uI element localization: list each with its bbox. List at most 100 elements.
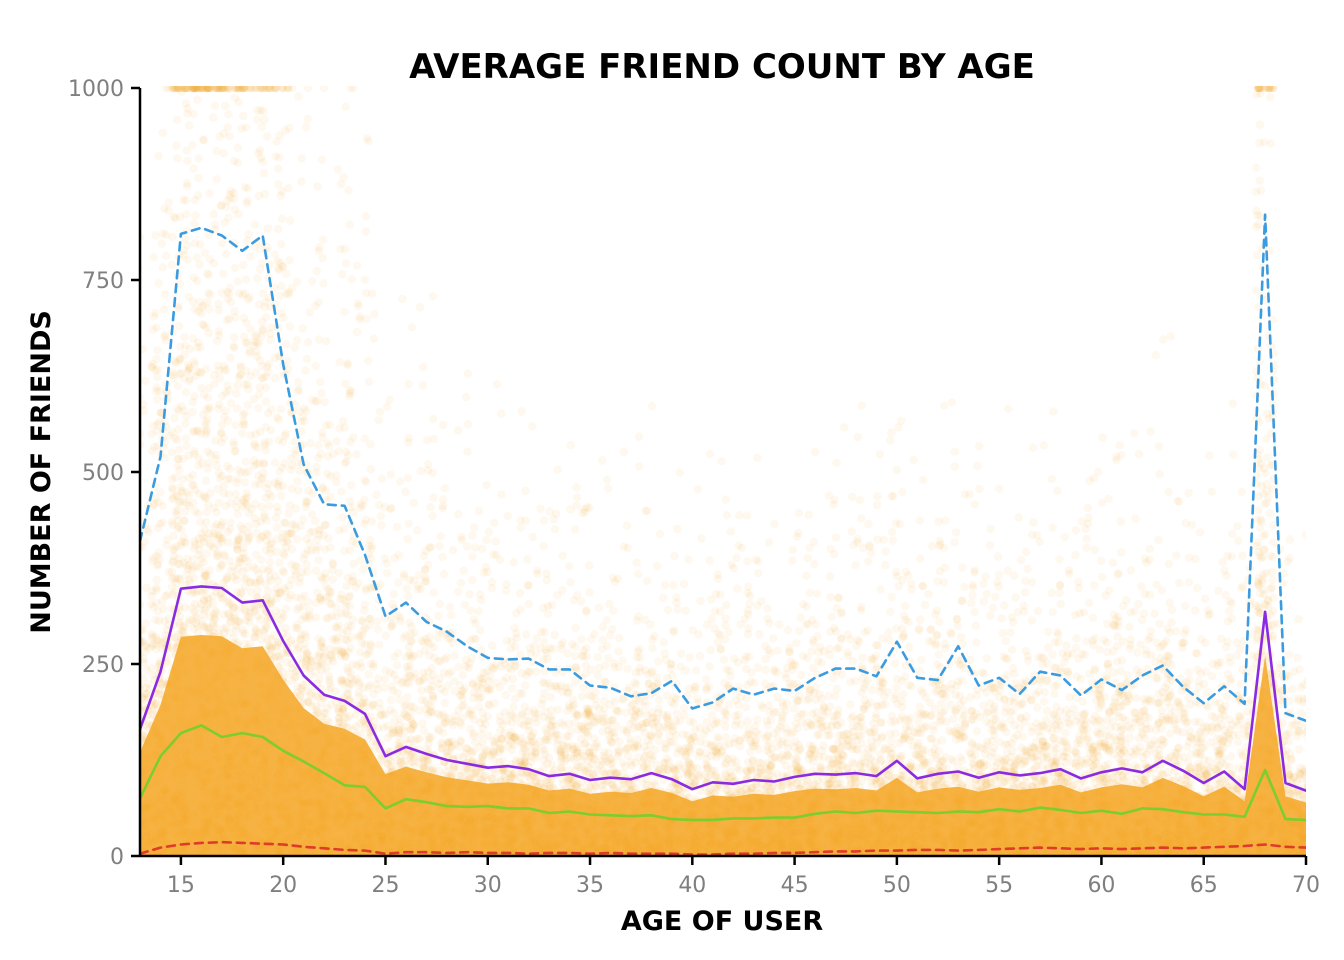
scatter-point	[131, 780, 139, 788]
scatter-point	[188, 470, 197, 480]
scatter-point	[362, 477, 371, 487]
scatter-point	[232, 503, 241, 512]
scatter-point	[156, 488, 165, 497]
scatter-point	[261, 621, 270, 630]
scatter-point	[182, 538, 191, 547]
scatter-point	[234, 373, 244, 382]
scatter-point	[168, 483, 177, 493]
scatter-point	[194, 173, 203, 183]
scatter-point	[164, 568, 174, 577]
scatter-point	[131, 818, 139, 826]
scatter-point	[189, 109, 198, 119]
scatter-point	[254, 404, 263, 413]
scatter-point	[209, 503, 219, 512]
scatter-point	[396, 616, 405, 626]
scatter-point	[297, 154, 306, 163]
scatter-point	[252, 550, 261, 559]
scatter-point	[294, 385, 303, 394]
scatter-point	[193, 343, 202, 352]
scatter-point	[148, 587, 157, 596]
scatter-point	[168, 232, 177, 242]
scatter-point	[303, 697, 312, 706]
scatter-point	[215, 530, 224, 540]
scatter-point	[210, 101, 219, 110]
scatter-point	[204, 288, 213, 298]
scatter-point	[319, 86, 329, 93]
scatter-point	[375, 640, 384, 649]
scatter-point	[162, 541, 171, 550]
scatter-point	[364, 377, 374, 386]
scatter-point	[219, 489, 228, 498]
scatter-point	[326, 543, 335, 552]
scatter-point	[395, 477, 405, 486]
scatter-point	[167, 448, 177, 457]
scatter-point	[349, 433, 358, 442]
scatter-point	[360, 600, 369, 609]
scatter-point	[326, 492, 335, 502]
scatter-point	[364, 356, 373, 365]
scatter-point	[389, 589, 398, 599]
scatter-point	[284, 287, 294, 297]
scatter-point	[221, 101, 230, 111]
scatter-point	[311, 613, 321, 622]
scatter-point	[172, 115, 182, 125]
scatter-point	[149, 602, 158, 612]
scatter-point	[270, 86, 280, 93]
scatter-point	[240, 380, 249, 389]
scatter-point	[271, 152, 280, 161]
scatter-point	[160, 204, 169, 213]
scatter-point	[219, 129, 228, 138]
scatter-point	[152, 575, 161, 585]
scatter-point	[352, 261, 362, 270]
scatter-point	[233, 277, 243, 286]
scatter-point	[373, 625, 383, 634]
scatter-point	[180, 516, 189, 525]
scatter-point	[297, 417, 306, 426]
scatter-point	[230, 343, 239, 353]
scatter-point	[253, 586, 262, 595]
scatter-point	[174, 554, 184, 563]
scatter-point	[129, 801, 137, 809]
scatter-point	[347, 275, 356, 284]
scatter-point	[178, 488, 187, 497]
scatter-point	[172, 141, 181, 150]
scatter-point	[311, 397, 320, 406]
scatter-point	[258, 259, 267, 268]
scatter-point	[383, 721, 392, 730]
scatter-point	[374, 416, 384, 425]
scatter-point	[214, 299, 223, 309]
scatter-point	[128, 830, 136, 838]
scatter-point	[263, 224, 272, 233]
scatter-point	[195, 260, 204, 269]
scatter-point	[181, 388, 191, 397]
scatter-point	[364, 649, 373, 658]
scatter-point	[140, 701, 148, 711]
scatter-point	[131, 737, 139, 745]
scatter-point	[199, 596, 209, 605]
scatter-point	[140, 735, 146, 744]
scatter-point	[225, 283, 234, 292]
scatter-point	[147, 591, 156, 601]
scatter-point	[308, 277, 317, 286]
scatter-point	[366, 465, 376, 474]
scatter-point	[403, 692, 412, 702]
scatter-point	[257, 317, 266, 327]
scatter-point	[266, 426, 275, 435]
scatter-point	[191, 211, 200, 220]
scatter-point	[199, 623, 209, 632]
scatter-point	[429, 493, 438, 502]
scatter-point	[153, 427, 162, 436]
scatter-point	[383, 759, 392, 768]
scatter-point	[203, 297, 212, 307]
scatter-point	[169, 86, 178, 93]
scatter-point	[249, 461, 259, 471]
scatter-point	[256, 105, 265, 115]
scatter-point	[233, 510, 243, 519]
scatter-point	[232, 478, 241, 488]
scatter-point	[258, 326, 267, 335]
scatter-point	[171, 473, 180, 482]
scatter-point	[152, 354, 161, 364]
scatter-point	[316, 594, 325, 603]
scatter-point	[181, 99, 191, 108]
scatter-point	[226, 518, 235, 527]
